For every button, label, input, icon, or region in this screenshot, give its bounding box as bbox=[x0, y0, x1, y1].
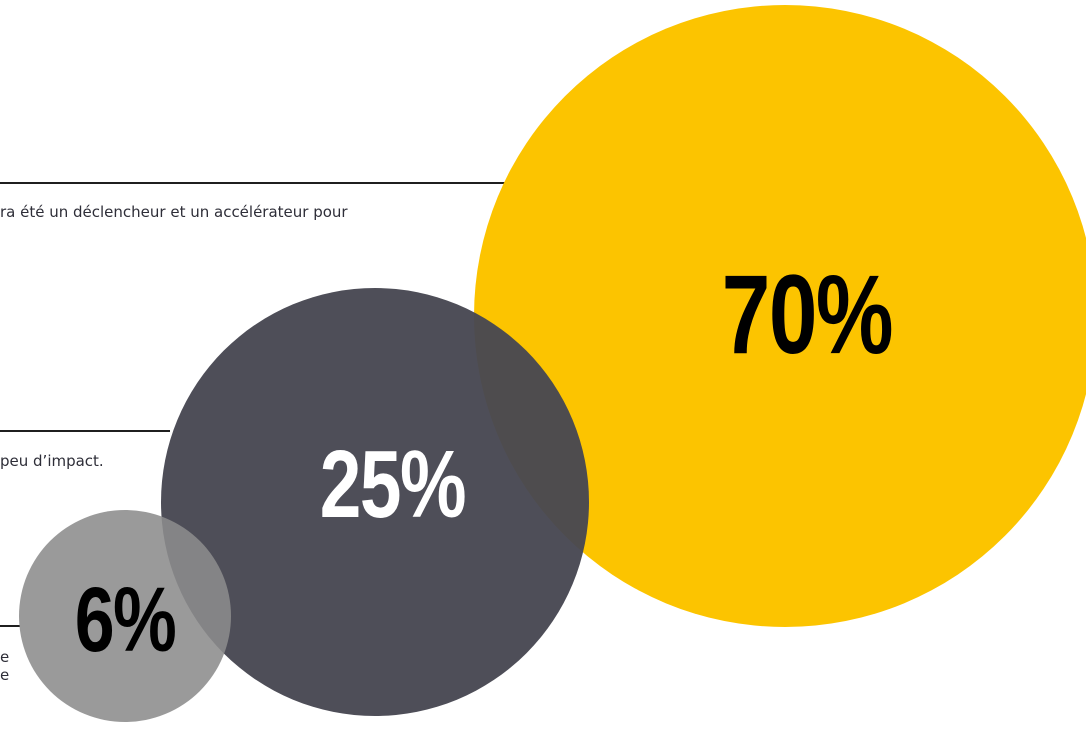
statement-rule-6 bbox=[0, 625, 20, 627]
bubble-6-label: 6% bbox=[74, 569, 177, 671]
statement-rule-25 bbox=[0, 430, 170, 432]
statement-6-text: e e bbox=[0, 648, 10, 684]
bubble-25 bbox=[161, 288, 589, 716]
statement-25-text: peu d’impact. bbox=[0, 452, 104, 470]
statement-70-text: ra été un déclencheur et un accélérateur… bbox=[0, 203, 348, 221]
bubble-6 bbox=[19, 510, 231, 722]
bubble-70-label: 70% bbox=[721, 252, 894, 377]
statement-rule-70 bbox=[0, 182, 512, 184]
bubble-25-label: 25% bbox=[319, 431, 467, 538]
